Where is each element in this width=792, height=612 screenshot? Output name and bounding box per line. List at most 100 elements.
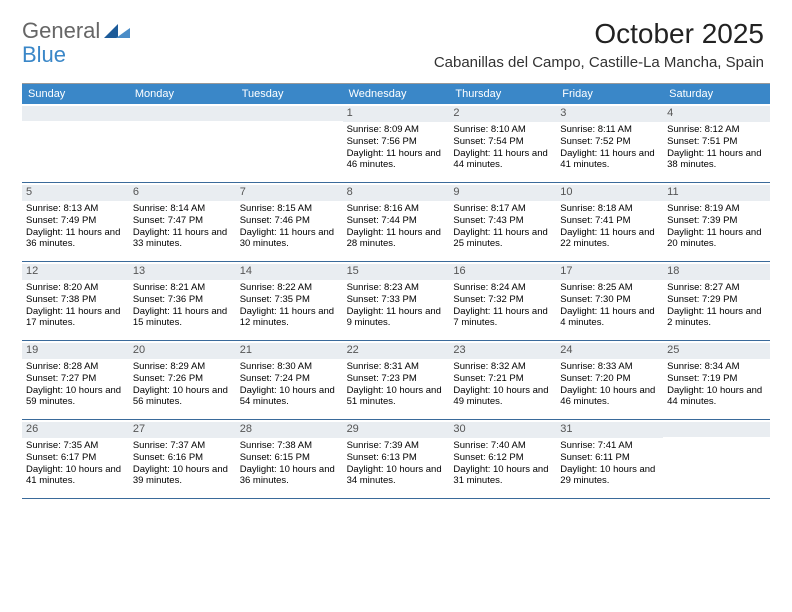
day-number: 21: [236, 343, 343, 359]
day-details: Sunrise: 7:40 AMSunset: 6:12 PMDaylight:…: [453, 440, 552, 488]
day-number: [663, 422, 770, 437]
day-cell: 1Sunrise: 8:09 AMSunset: 7:56 PMDaylight…: [343, 104, 450, 182]
day-number: 14: [236, 264, 343, 280]
day-details: Sunrise: 8:15 AMSunset: 7:46 PMDaylight:…: [240, 203, 339, 251]
day-cell: [22, 104, 129, 182]
day-details: Sunrise: 8:17 AMSunset: 7:43 PMDaylight:…: [453, 203, 552, 251]
day-details: Sunrise: 8:12 AMSunset: 7:51 PMDaylight:…: [667, 124, 766, 172]
day-number: 25: [663, 343, 770, 359]
day-details: Sunrise: 8:14 AMSunset: 7:47 PMDaylight:…: [133, 203, 232, 251]
day-details: Sunrise: 8:19 AMSunset: 7:39 PMDaylight:…: [667, 203, 766, 251]
day-cell: [236, 104, 343, 182]
day-cell: 7 Sunrise: 8:15 AMSunset: 7:46 PMDaylight…: [236, 183, 343, 261]
day-number: 12: [22, 264, 129, 280]
weekday-header-row: SundayMondayTuesdayWednesdayThursdayFrid…: [22, 84, 770, 104]
day-cell: 23 Sunrise: 8:32 AMSunset: 7:21 PMDayligh…: [449, 341, 556, 419]
day-details: Sunrise: 8:34 AMSunset: 7:19 PMDaylight:…: [667, 361, 766, 409]
day-cell: 22 Sunrise: 8:31 AMSunset: 7:23 PMDayligh…: [343, 341, 450, 419]
day-cell: 31 Sunrise: 7:41 AMSunset: 6:11 PMDayligh…: [556, 420, 663, 498]
day-details: Sunrise: 8:21 AMSunset: 7:36 PMDaylight:…: [133, 282, 232, 330]
day-number: 5: [22, 185, 129, 201]
day-cell: 29 Sunrise: 7:39 AMSunset: 6:13 PMDayligh…: [343, 420, 450, 498]
day-cell: 12 Sunrise: 8:20 AMSunset: 7:38 PMDayligh…: [22, 262, 129, 340]
day-number: 24: [556, 343, 663, 359]
day-details: Sunrise: 8:20 AMSunset: 7:38 PMDaylight:…: [26, 282, 125, 330]
day-number: [129, 106, 236, 121]
day-number: 8: [343, 185, 450, 201]
day-number: 9: [449, 185, 556, 201]
day-details: Sunrise: 8:31 AMSunset: 7:23 PMDaylight:…: [347, 361, 446, 409]
day-cell: 26 Sunrise: 7:35 AMSunset: 6:17 PMDayligh…: [22, 420, 129, 498]
day-number: 31: [556, 422, 663, 438]
header: General October 2025 Cabanillas del Camp…: [0, 0, 792, 75]
day-details: Sunrise: 8:33 AMSunset: 7:20 PMDaylight:…: [560, 361, 659, 409]
day-details: Sunrise: 8:09 AMSunset: 7:56 PMDaylight:…: [347, 124, 446, 172]
day-cell: 13 Sunrise: 8:21 AMSunset: 7:36 PMDayligh…: [129, 262, 236, 340]
week-row: 19 Sunrise: 8:28 AMSunset: 7:27 PMDayligh…: [22, 341, 770, 420]
day-number: 3: [556, 106, 663, 122]
day-number: 15: [343, 264, 450, 280]
day-cell: 20Sunrise: 8:29 AMSunset: 7:26 PMDayligh…: [129, 341, 236, 419]
day-cell: 15Sunrise: 8:23 AMSunset: 7:33 PMDayligh…: [343, 262, 450, 340]
weekday-header: Wednesday: [343, 84, 450, 104]
day-cell: 30 Sunrise: 7:40 AMSunset: 6:12 PMDayligh…: [449, 420, 556, 498]
day-number: 6: [129, 185, 236, 201]
day-cell: 19 Sunrise: 8:28 AMSunset: 7:27 PMDayligh…: [22, 341, 129, 419]
day-number: 4: [663, 106, 770, 122]
day-number: 13: [129, 264, 236, 280]
day-cell: 2Sunrise: 8:10 AMSunset: 7:54 PMDaylight…: [449, 104, 556, 182]
title-block: October 2025 Cabanillas del Campo, Casti…: [434, 18, 764, 71]
day-details: Sunrise: 8:25 AMSunset: 7:30 PMDaylight:…: [560, 282, 659, 330]
day-number: 19: [22, 343, 129, 359]
day-details: Sunrise: 7:35 AMSunset: 6:17 PMDaylight:…: [26, 440, 125, 488]
day-details: Sunrise: 7:39 AMSunset: 6:13 PMDaylight:…: [347, 440, 446, 488]
week-row: 5 Sunrise: 8:13 AMSunset: 7:49 PMDaylight…: [22, 183, 770, 262]
day-number: 7: [236, 185, 343, 201]
day-details: Sunrise: 7:41 AMSunset: 6:11 PMDaylight:…: [560, 440, 659, 488]
day-cell: 25 Sunrise: 8:34 AMSunset: 7:19 PMDayligh…: [663, 341, 770, 419]
day-number: 29: [343, 422, 450, 438]
day-number: 20: [129, 343, 236, 359]
day-cell: 5 Sunrise: 8:13 AMSunset: 7:49 PMDaylight…: [22, 183, 129, 261]
day-details: Sunrise: 7:38 AMSunset: 6:15 PMDaylight:…: [240, 440, 339, 488]
day-cell: 24 Sunrise: 8:33 AMSunset: 7:20 PMDayligh…: [556, 341, 663, 419]
weekday-header: Sunday: [22, 84, 129, 104]
day-details: Sunrise: 8:16 AMSunset: 7:44 PMDaylight:…: [347, 203, 446, 251]
month-title: October 2025: [434, 18, 764, 50]
day-cell: [663, 420, 770, 498]
day-cell: 18Sunrise: 8:27 AMSunset: 7:29 PMDayligh…: [663, 262, 770, 340]
weekday-header: Saturday: [663, 84, 770, 104]
day-cell: 27Sunrise: 7:37 AMSunset: 6:16 PMDayligh…: [129, 420, 236, 498]
day-number: [236, 106, 343, 121]
day-cell: [129, 104, 236, 182]
weekday-header: Friday: [556, 84, 663, 104]
weekday-header: Monday: [129, 84, 236, 104]
week-row: 26 Sunrise: 7:35 AMSunset: 6:17 PMDayligh…: [22, 420, 770, 499]
day-cell: 28 Sunrise: 7:38 AMSunset: 6:15 PMDayligh…: [236, 420, 343, 498]
day-cell: 16Sunrise: 8:24 AMSunset: 7:32 PMDayligh…: [449, 262, 556, 340]
day-number: [22, 106, 129, 121]
day-details: Sunrise: 8:22 AMSunset: 7:35 PMDaylight:…: [240, 282, 339, 330]
day-cell: 3Sunrise: 8:11 AMSunset: 7:52 PMDaylight…: [556, 104, 663, 182]
calendar: SundayMondayTuesdayWednesdayThursdayFrid…: [22, 83, 770, 499]
weekday-header: Thursday: [449, 84, 556, 104]
day-details: Sunrise: 8:32 AMSunset: 7:21 PMDaylight:…: [453, 361, 552, 409]
logo-text-general: General: [22, 18, 100, 44]
day-number: 23: [449, 343, 556, 359]
logo-text-blue: Blue: [22, 42, 66, 68]
day-details: Sunrise: 8:13 AMSunset: 7:49 PMDaylight:…: [26, 203, 125, 251]
day-number: 18: [663, 264, 770, 280]
day-cell: 21Sunrise: 8:30 AMSunset: 7:24 PMDayligh…: [236, 341, 343, 419]
day-number: 22: [343, 343, 450, 359]
day-cell: 6 Sunrise: 8:14 AMSunset: 7:47 PMDaylight…: [129, 183, 236, 261]
day-cell: 9 Sunrise: 8:17 AMSunset: 7:43 PMDaylight…: [449, 183, 556, 261]
day-number: 17: [556, 264, 663, 280]
weekday-header: Tuesday: [236, 84, 343, 104]
triangle-icon: [104, 18, 130, 44]
day-details: Sunrise: 8:28 AMSunset: 7:27 PMDaylight:…: [26, 361, 125, 409]
day-number: 30: [449, 422, 556, 438]
day-number: 28: [236, 422, 343, 438]
day-number: 26: [22, 422, 129, 438]
weeks-container: 1Sunrise: 8:09 AMSunset: 7:56 PMDaylight…: [22, 104, 770, 499]
location-label: Cabanillas del Campo, Castille-La Mancha…: [434, 54, 764, 71]
